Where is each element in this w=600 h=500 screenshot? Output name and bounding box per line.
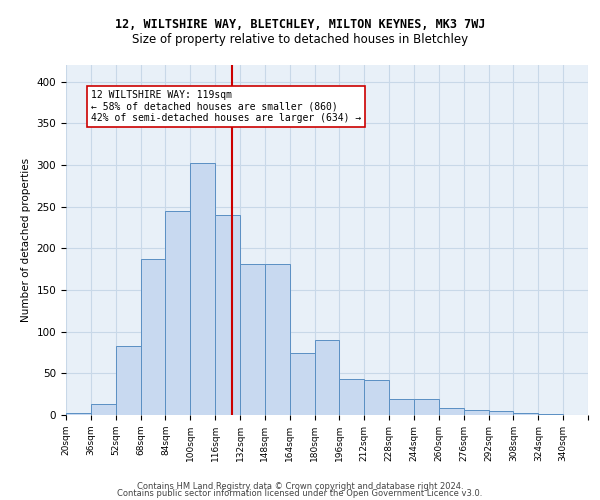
Bar bbox=[488, 411, 514, 415]
Bar bbox=[290, 352, 314, 415]
Bar bbox=[66, 412, 91, 415]
Bar bbox=[389, 399, 414, 415]
Bar bbox=[265, 264, 290, 415]
Text: Contains HM Land Registry data © Crown copyright and database right 2024.: Contains HM Land Registry data © Crown c… bbox=[137, 482, 463, 491]
Bar bbox=[514, 414, 538, 415]
Bar bbox=[364, 380, 389, 415]
Bar bbox=[240, 264, 265, 415]
Bar bbox=[340, 379, 364, 415]
Bar bbox=[538, 414, 563, 415]
Text: Size of property relative to detached houses in Bletchley: Size of property relative to detached ho… bbox=[132, 32, 468, 46]
Text: 12, WILTSHIRE WAY, BLETCHLEY, MILTON KEYNES, MK3 7WJ: 12, WILTSHIRE WAY, BLETCHLEY, MILTON KEY… bbox=[115, 18, 485, 30]
Bar bbox=[166, 211, 190, 415]
Bar bbox=[464, 410, 488, 415]
Bar bbox=[116, 346, 140, 415]
Bar bbox=[314, 340, 340, 415]
Bar bbox=[215, 215, 240, 415]
Bar bbox=[140, 259, 166, 415]
Text: 12 WILTSHIRE WAY: 119sqm
← 58% of detached houses are smaller (860)
42% of semi-: 12 WILTSHIRE WAY: 119sqm ← 58% of detach… bbox=[91, 90, 361, 123]
Text: Contains public sector information licensed under the Open Government Licence v3: Contains public sector information licen… bbox=[118, 488, 482, 498]
Bar bbox=[414, 399, 439, 415]
Bar bbox=[91, 404, 116, 415]
Bar bbox=[439, 408, 464, 415]
Bar bbox=[190, 164, 215, 415]
Y-axis label: Number of detached properties: Number of detached properties bbox=[21, 158, 31, 322]
